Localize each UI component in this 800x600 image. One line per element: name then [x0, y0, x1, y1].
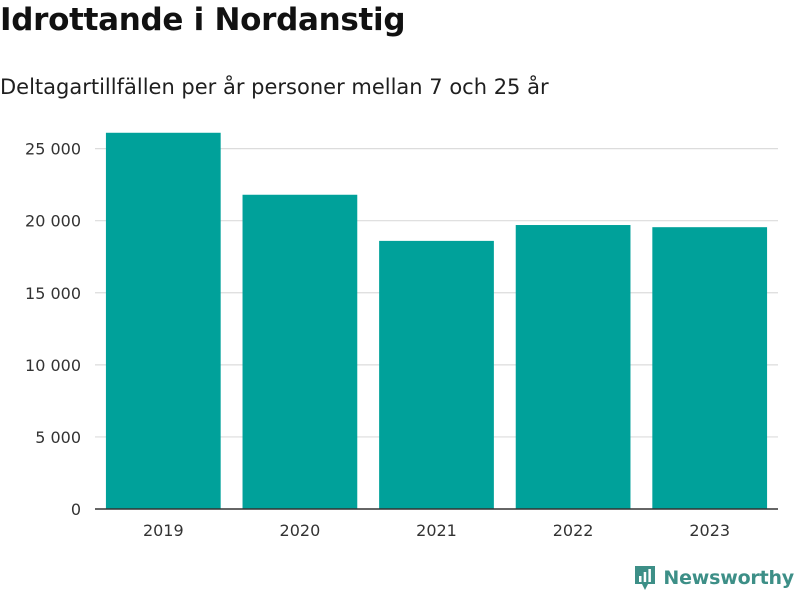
bar [379, 240, 494, 509]
x-tick-label: 2019 [143, 521, 184, 540]
x-tick-label: 2020 [280, 521, 321, 540]
newsworthy-chart-logo-icon [635, 566, 656, 590]
axes: 0 5 000 10 000 15 000 20 000 25 000 2019 2020 20… [25, 140, 778, 540]
chart-subtitle: Deltagartillfällen per år personer mella… [0, 75, 549, 99]
chart-title: Idrottande i Nordanstig [0, 2, 406, 38]
y-tick-label: 20 000 [25, 212, 81, 231]
bar [105, 132, 221, 509]
bar [652, 227, 768, 509]
bar [242, 194, 358, 509]
y-tick-label: 25 000 [25, 140, 81, 159]
y-tick-label: 0 [71, 500, 81, 519]
bars [105, 132, 768, 509]
y-tick-label: 15 000 [25, 284, 81, 303]
y-tick-label: 10 000 [25, 356, 81, 375]
newsworthy-logo: Newsworthy [633, 564, 794, 592]
x-tick-label: 2021 [416, 521, 457, 540]
bar [515, 225, 631, 509]
y-tick-label: 5 000 [35, 428, 81, 447]
x-tick-label: 2022 [553, 521, 594, 540]
x-tick-label: 2023 [689, 521, 730, 540]
brand-name: Newsworthy [663, 567, 794, 589]
